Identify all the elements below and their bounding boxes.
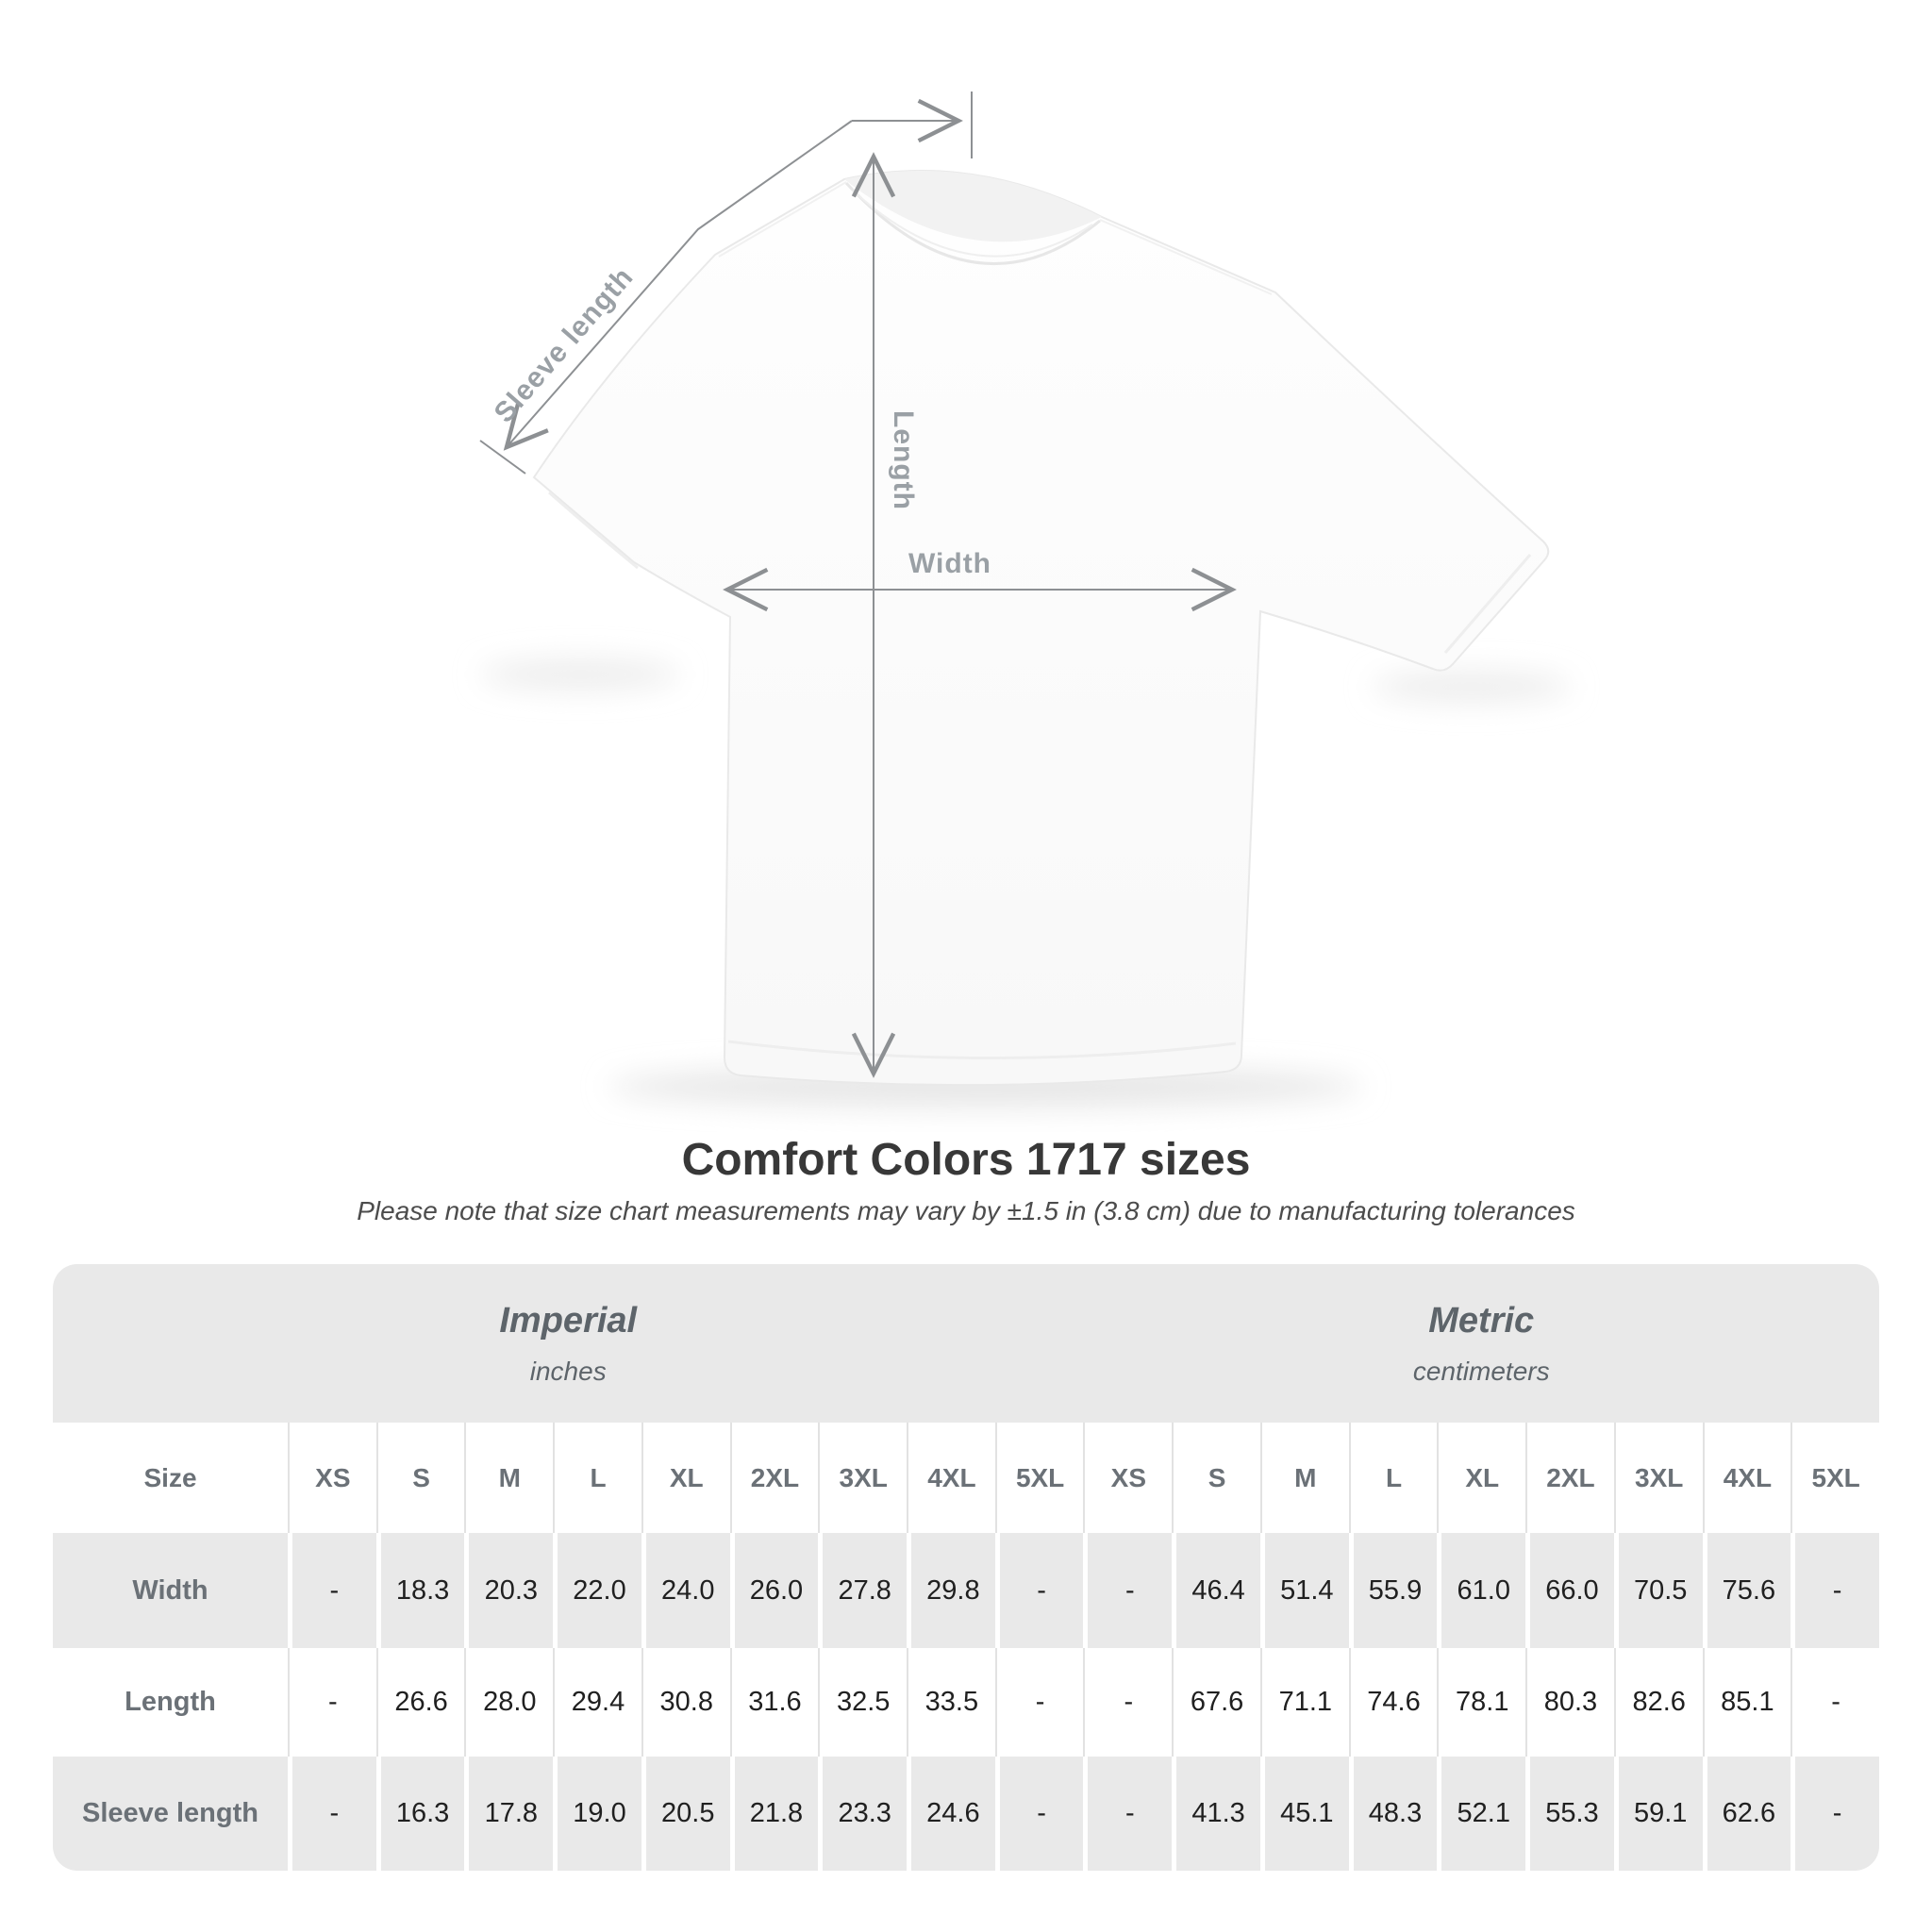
table-cell: 67.6 <box>1172 1648 1260 1757</box>
table-cell: 19.0 <box>553 1757 641 1871</box>
table-cell: 59.1 <box>1613 1757 1703 1871</box>
table-cell: 24.6 <box>907 1757 995 1871</box>
row-label: Sleeve length <box>53 1757 288 1871</box>
table-cell: 27.8 <box>818 1533 908 1648</box>
table-cell: 46.4 <box>1172 1533 1260 1648</box>
table-cell: 48.3 <box>1348 1757 1438 1871</box>
group-name: Metric <box>1428 1300 1535 1341</box>
table-cell: 18.3 <box>375 1533 465 1648</box>
length-label: Length <box>888 410 919 510</box>
column-header: 5XL <box>1790 1423 1879 1533</box>
group-unit: inches <box>529 1356 607 1386</box>
table-cell: 20.3 <box>464 1533 554 1648</box>
table-cell: 51.4 <box>1259 1533 1349 1648</box>
table-cell: - <box>994 1757 1084 1871</box>
tolerance-note: Please note that size chart measurements… <box>357 1196 1575 1225</box>
column-header: M <box>1259 1423 1349 1533</box>
table-cell: 26.6 <box>375 1648 465 1757</box>
tshirt-illustration <box>532 170 1550 1087</box>
column-header: XS <box>288 1423 376 1533</box>
column-header: L <box>553 1423 641 1533</box>
sleeve-length-arrow <box>503 120 853 451</box>
column-header: 4XL <box>907 1423 995 1533</box>
cuff-tick <box>479 440 526 475</box>
column-header: 2XL <box>729 1423 819 1533</box>
column-header: XL <box>641 1423 730 1533</box>
table-cell: 28.0 <box>464 1648 554 1757</box>
table-cell: 30.8 <box>641 1648 730 1757</box>
table-cell: 29.8 <box>907 1533 995 1648</box>
column-header: 4XL <box>1702 1423 1791 1533</box>
table-cell: - <box>1083 1533 1173 1648</box>
table-cell: - <box>994 1533 1084 1648</box>
column-header: 2XL <box>1525 1423 1614 1533</box>
table-cell: 62.6 <box>1702 1757 1791 1871</box>
table-cell: - <box>994 1648 1084 1757</box>
table-cell: 45.1 <box>1259 1757 1349 1871</box>
table-cell: 55.9 <box>1348 1533 1438 1648</box>
size-table: Imperial inches Metric centimeters Size … <box>53 1264 1879 1871</box>
tshirt-diagram: Sleeve length Length Width <box>479 92 1571 1108</box>
table-cell: 75.6 <box>1702 1533 1791 1648</box>
table-cell: 17.8 <box>464 1757 554 1871</box>
table-cell: 52.1 <box>1437 1757 1526 1871</box>
table-cell: 33.5 <box>907 1648 995 1757</box>
table-cell: - <box>288 1533 376 1648</box>
table-cell: 85.1 <box>1702 1648 1791 1757</box>
table-cell: 78.1 <box>1437 1648 1526 1757</box>
table-cell: 55.3 <box>1525 1757 1614 1871</box>
table-cell: - <box>1083 1757 1173 1871</box>
column-header: S <box>375 1423 465 1533</box>
table-cell: 82.6 <box>1613 1648 1703 1757</box>
column-header: 3XL <box>818 1423 908 1533</box>
page-title: Comfort Colors 1717 sizes <box>681 1135 1251 1185</box>
column-header: M <box>464 1423 554 1533</box>
imperial-group-header: Imperial inches <box>53 1264 1084 1423</box>
column-header: S <box>1172 1423 1260 1533</box>
table-cell: - <box>288 1648 376 1757</box>
width-label: Width <box>908 548 991 579</box>
table-cell: - <box>1790 1757 1879 1871</box>
table-cell: 23.3 <box>818 1757 908 1871</box>
table-cell: - <box>1790 1648 1879 1757</box>
table-cell: 70.5 <box>1613 1533 1703 1648</box>
row-label: Width <box>53 1533 288 1648</box>
column-header: XS <box>1083 1423 1173 1533</box>
table-cell: 74.6 <box>1348 1648 1438 1757</box>
table-cell: 21.8 <box>729 1757 819 1871</box>
column-header: XL <box>1437 1423 1526 1533</box>
table-cell: - <box>1790 1533 1879 1648</box>
table-cell: 31.6 <box>729 1648 819 1757</box>
table-cell: 16.3 <box>375 1757 465 1871</box>
table-cell: - <box>288 1757 376 1871</box>
column-header: 3XL <box>1613 1423 1703 1533</box>
group-name: Imperial <box>499 1300 638 1341</box>
column-header: 5XL <box>994 1423 1084 1533</box>
table-cell: 41.3 <box>1172 1757 1260 1871</box>
table-cell: 61.0 <box>1437 1533 1526 1648</box>
table-cell: 71.1 <box>1259 1648 1349 1757</box>
table-cell: 24.0 <box>641 1533 730 1648</box>
table-cell: 22.0 <box>553 1533 641 1648</box>
table-cell: 32.5 <box>818 1648 908 1757</box>
group-unit: centimeters <box>1412 1356 1550 1386</box>
table-cell: - <box>1083 1648 1173 1757</box>
column-header: L <box>1348 1423 1438 1533</box>
table-cell: 80.3 <box>1525 1648 1614 1757</box>
size-column-header: Size <box>53 1423 288 1533</box>
metric-group-header: Metric centimeters <box>1083 1264 1879 1423</box>
table-cell: 29.4 <box>553 1648 641 1757</box>
table-cell: 20.5 <box>641 1757 730 1871</box>
table-cell: 66.0 <box>1525 1533 1614 1648</box>
table-cell: 26.0 <box>729 1533 819 1648</box>
row-label: Length <box>53 1648 288 1757</box>
